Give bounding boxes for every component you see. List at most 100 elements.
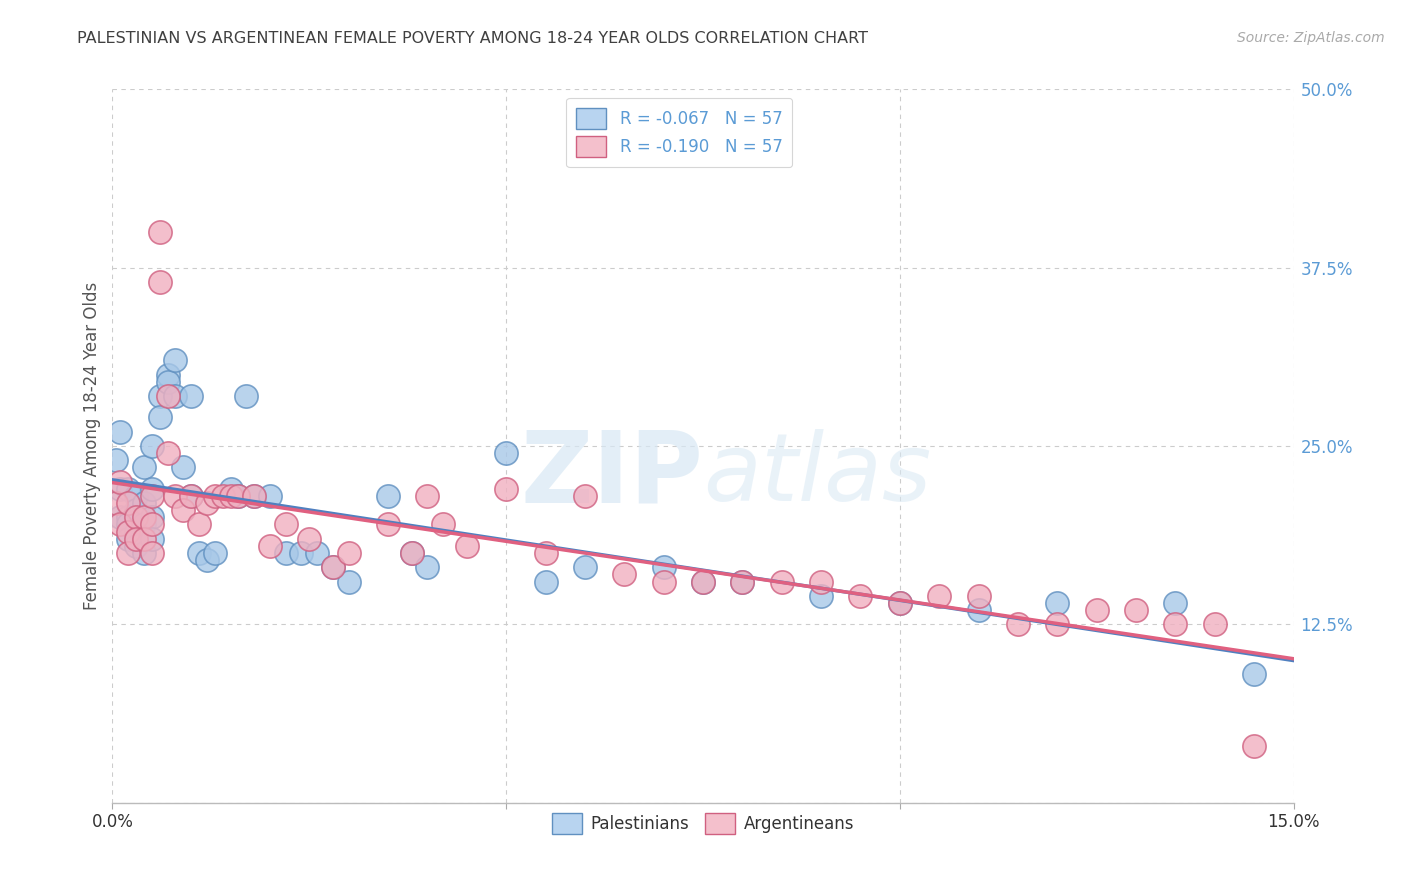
Point <box>290 546 312 560</box>
Point <box>110 425 132 439</box>
Point <box>377 517 399 532</box>
Point <box>401 546 423 560</box>
Point <box>125 510 148 524</box>
Point <box>652 560 675 574</box>
Point <box>132 532 155 546</box>
Point <box>416 489 439 503</box>
Text: ZIP: ZIP <box>520 426 703 523</box>
Point <box>1204 617 1226 632</box>
Point <box>165 389 187 403</box>
Point <box>141 439 163 453</box>
Point <box>432 517 454 532</box>
Point <box>117 546 139 560</box>
Point <box>889 596 911 610</box>
Point <box>156 375 179 389</box>
Point <box>156 446 179 460</box>
Point <box>141 532 163 546</box>
Point <box>228 489 250 503</box>
Point <box>219 482 242 496</box>
Point <box>132 546 155 560</box>
Point <box>141 510 163 524</box>
Point <box>259 539 281 553</box>
Point <box>495 446 517 460</box>
Point <box>928 589 950 603</box>
Point <box>401 546 423 560</box>
Point <box>165 489 187 503</box>
Y-axis label: Female Poverty Among 18-24 Year Olds: Female Poverty Among 18-24 Year Olds <box>83 282 101 610</box>
Point <box>117 532 139 546</box>
Point <box>322 560 344 574</box>
Point <box>574 489 596 503</box>
Point <box>967 603 990 617</box>
Point <box>456 539 478 553</box>
Point <box>1164 596 1187 610</box>
Point <box>1007 617 1029 632</box>
Point <box>810 589 832 603</box>
Point <box>180 389 202 403</box>
Point <box>149 389 172 403</box>
Point <box>1046 617 1069 632</box>
Point <box>204 546 226 560</box>
Legend: Palestinians, Argentineans: Palestinians, Argentineans <box>541 803 865 845</box>
Point <box>188 517 211 532</box>
Point <box>1085 603 1108 617</box>
Point <box>172 460 194 475</box>
Point <box>195 553 218 567</box>
Point <box>156 368 179 382</box>
Point <box>132 510 155 524</box>
Point <box>377 489 399 503</box>
Point <box>322 560 344 574</box>
Point <box>652 574 675 589</box>
Point <box>298 532 321 546</box>
Point <box>692 574 714 589</box>
Point <box>307 546 329 560</box>
Point <box>117 510 139 524</box>
Point <box>259 489 281 503</box>
Point <box>195 496 218 510</box>
Point <box>132 517 155 532</box>
Point <box>731 574 754 589</box>
Point <box>1164 617 1187 632</box>
Point <box>141 482 163 496</box>
Point <box>534 574 557 589</box>
Point <box>495 482 517 496</box>
Point <box>110 517 132 532</box>
Text: atlas: atlas <box>703 429 931 520</box>
Point <box>110 475 132 489</box>
Point <box>534 546 557 560</box>
Point <box>105 496 128 510</box>
Point <box>117 496 139 510</box>
Point <box>125 532 148 546</box>
Point <box>967 589 990 603</box>
Point <box>274 517 297 532</box>
Point <box>889 596 911 610</box>
Point <box>849 589 872 603</box>
Point <box>1243 739 1265 753</box>
Point <box>1046 596 1069 610</box>
Point <box>204 489 226 503</box>
Point <box>219 489 242 503</box>
Point <box>149 275 172 289</box>
Point <box>337 546 360 560</box>
Point <box>125 524 148 539</box>
Point <box>274 546 297 560</box>
Point <box>125 539 148 553</box>
Text: PALESTINIAN VS ARGENTINEAN FEMALE POVERTY AMONG 18-24 YEAR OLDS CORRELATION CHAR: PALESTINIAN VS ARGENTINEAN FEMALE POVERT… <box>77 31 869 46</box>
Point <box>228 489 250 503</box>
Point <box>117 524 139 539</box>
Point <box>243 489 266 503</box>
Point <box>613 567 636 582</box>
Point <box>141 517 163 532</box>
Point <box>574 560 596 574</box>
Point <box>117 517 139 532</box>
Point <box>1243 667 1265 681</box>
Point <box>810 574 832 589</box>
Point <box>149 410 172 425</box>
Point <box>125 503 148 517</box>
Point <box>188 546 211 560</box>
Point <box>235 389 257 403</box>
Point <box>132 460 155 475</box>
Point <box>117 482 139 496</box>
Point <box>770 574 793 589</box>
Point <box>132 496 155 510</box>
